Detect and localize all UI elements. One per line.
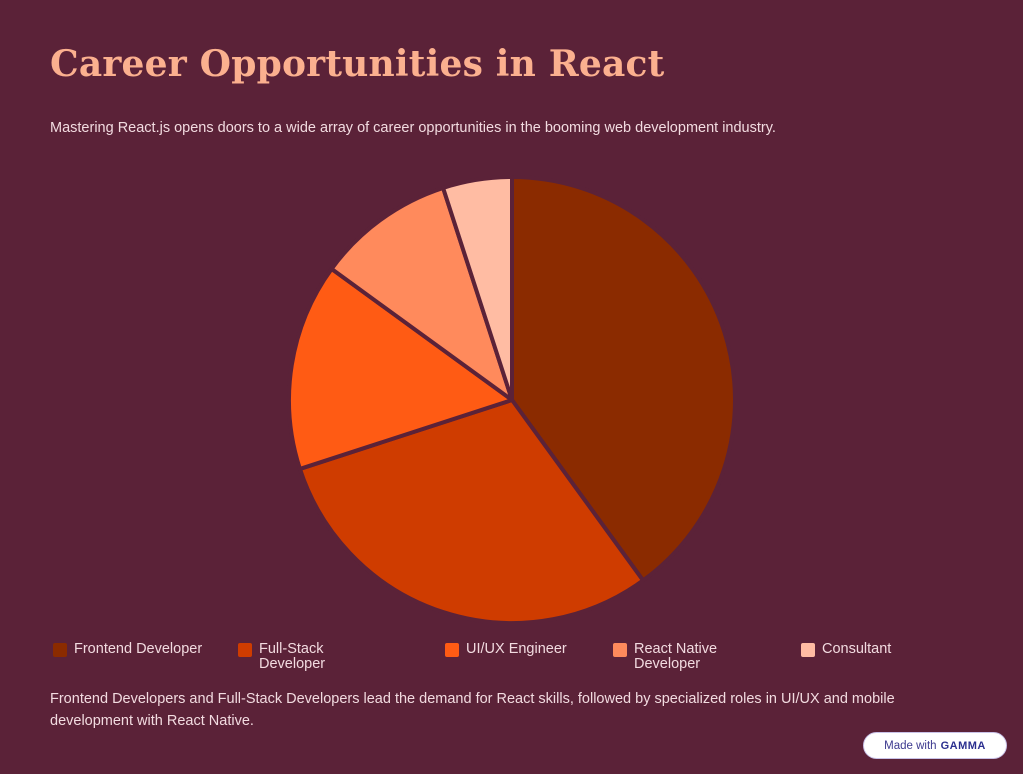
legend-swatch-consultant [801, 643, 815, 657]
made-with-gamma-badge[interactable]: Made with GAMMA [863, 732, 1007, 759]
pie-slice-frontend-developer [510, 175, 737, 583]
legend-label-consultant: Consultant [822, 641, 892, 657]
legend-label-frontend-developer: Frontend Developer [74, 641, 203, 657]
legend-item-consultant: Consultant [801, 640, 941, 657]
legend-label-react-native-developer: React Native Developer [634, 641, 718, 672]
pie-slice-consultant [441, 175, 514, 402]
pie-chart [287, 175, 737, 625]
legend-item-full-stack-developer: Full-Stack Developer [238, 640, 348, 672]
legend-item-frontend-developer: Frontend Developer [53, 640, 228, 657]
legend-swatch-ui-ux-engineer [445, 643, 459, 657]
pie-slice-full-stack-developer [297, 398, 646, 625]
chart-legend: Frontend Developer Full-Stack Developer … [0, 640, 1023, 680]
page-title: Career Opportunities in React [50, 43, 665, 85]
page-subtitle: Mastering React.js opens doors to a wide… [50, 120, 776, 136]
pie-slices [287, 175, 737, 625]
pie-slice-ui-ux-engineer [287, 266, 514, 471]
legend-swatch-frontend-developer [53, 643, 67, 657]
pie-slice-react-native-developer [329, 185, 514, 402]
legend-item-ui-ux-engineer: UI/UX Engineer [445, 640, 595, 657]
badge-prefix: Made with [884, 739, 937, 752]
legend-label-ui-ux-engineer: UI/UX Engineer [466, 641, 567, 657]
chart-caption: Frontend Developers and Full-Stack Devel… [50, 691, 895, 729]
legend-swatch-react-native-developer [613, 643, 627, 657]
legend-label-full-stack-developer: Full-Stack Developer [259, 641, 326, 672]
gamma-logo: GAMMA [940, 739, 986, 752]
legend-item-react-native-developer: React Native Developer [613, 640, 743, 672]
legend-swatch-full-stack-developer [238, 643, 252, 657]
